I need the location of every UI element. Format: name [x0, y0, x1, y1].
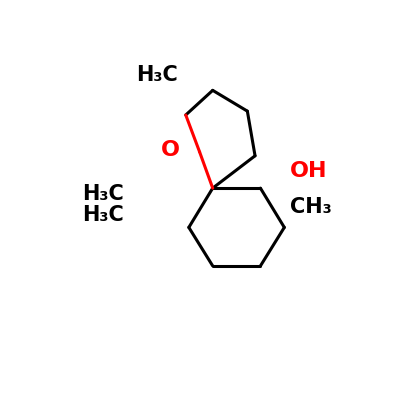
- Text: O: O: [161, 140, 180, 160]
- Text: H₃C: H₃C: [136, 65, 178, 85]
- Text: H₃C: H₃C: [82, 205, 124, 225]
- Text: CH₃: CH₃: [290, 197, 332, 217]
- Text: H₃C: H₃C: [82, 184, 124, 204]
- Text: OH: OH: [290, 161, 327, 181]
